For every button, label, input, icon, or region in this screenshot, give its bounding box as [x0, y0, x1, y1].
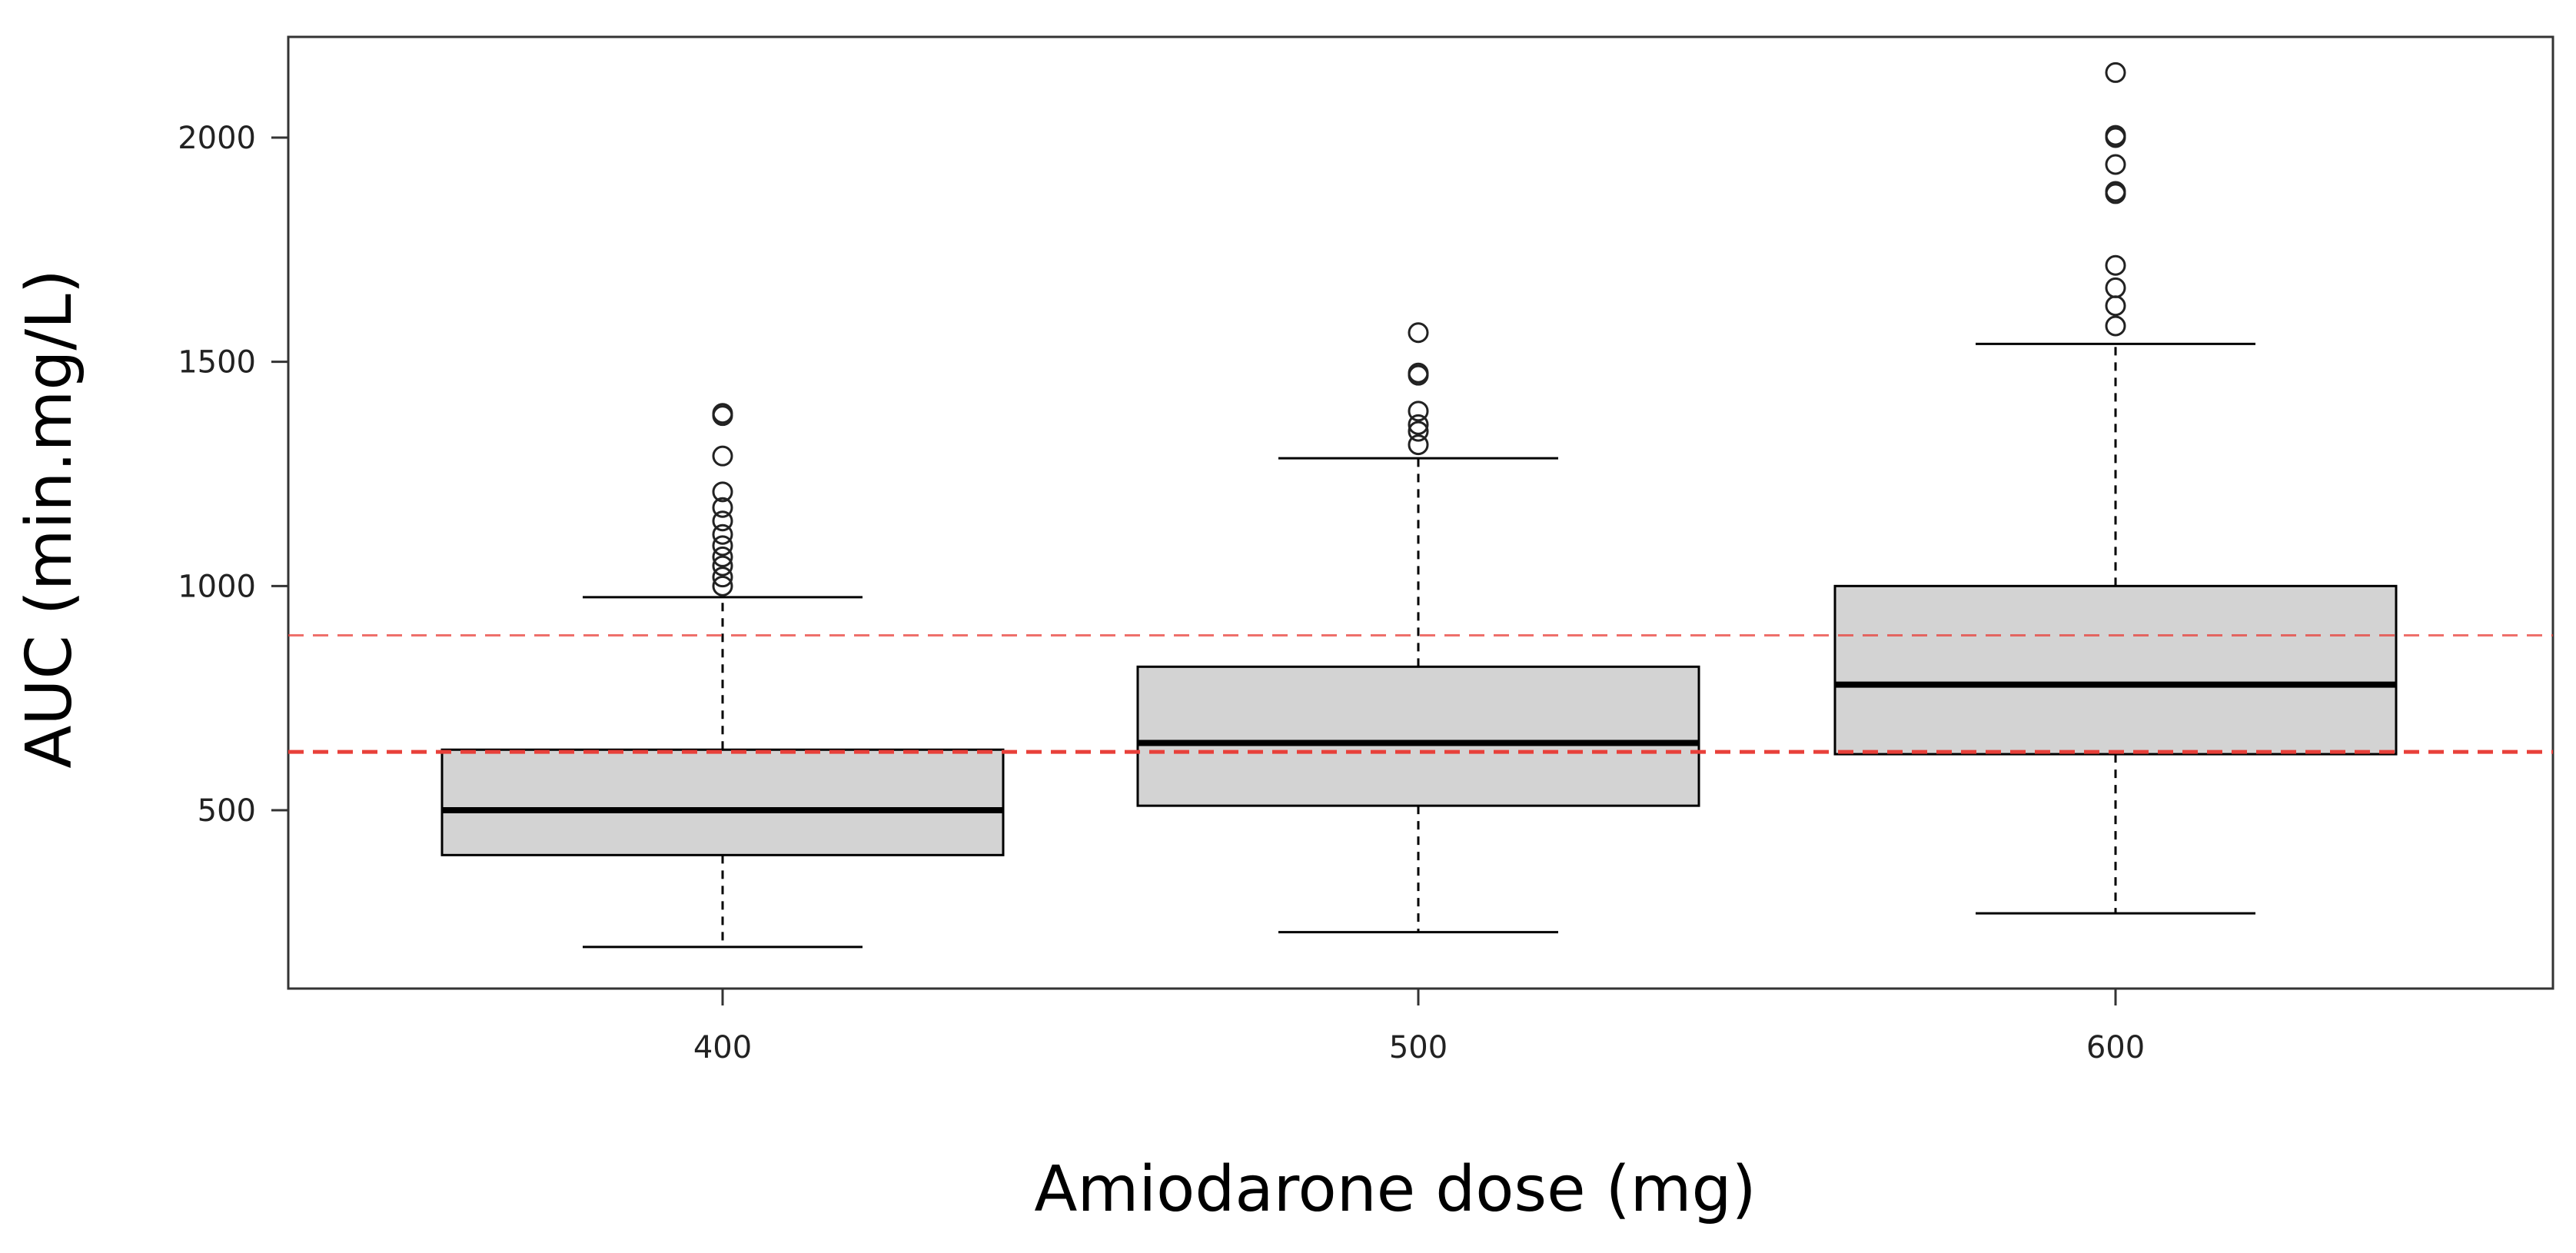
y-tick-label: 1500	[178, 345, 256, 381]
y-axis-title: AUC (min.mg/L)	[13, 269, 86, 768]
outlier-point	[1408, 414, 1429, 435]
x-tick-label: 400	[693, 1030, 752, 1065]
y-tick-label: 2000	[178, 121, 256, 156]
outlier-point	[712, 481, 733, 503]
outlier-point	[2105, 295, 2126, 317]
outlier-point	[1408, 400, 1429, 422]
iqr-box	[440, 748, 1005, 856]
outlier-point	[2105, 315, 2126, 337]
outlier-point	[712, 403, 733, 424]
box-group-400	[440, 403, 1005, 949]
plot-frame	[287, 35, 2554, 990]
outlier-point	[712, 555, 733, 577]
boxes	[440, 61, 2398, 949]
box-group-500	[1136, 322, 1700, 934]
outlier-point	[1408, 434, 1429, 456]
outlier-point	[2105, 181, 2126, 202]
outlier-point	[2105, 125, 2126, 146]
y-tick-label: 500	[198, 793, 256, 829]
outlier-point	[712, 546, 733, 567]
outlier-point	[1408, 362, 1429, 384]
outlier-point	[712, 523, 733, 545]
outlier-point	[2105, 154, 2126, 175]
x-axis-title: Amiodarone dose (mg)	[1034, 1153, 1756, 1226]
iqr-box	[1833, 584, 2398, 756]
y-tick-label: 1000	[178, 569, 256, 604]
outlier-point	[712, 535, 733, 557]
iqr-box	[1136, 665, 1700, 807]
box-group-600	[1833, 61, 2398, 915]
outlier-point	[712, 497, 733, 518]
outlier-point	[1408, 420, 1429, 442]
x-axis: 400 500 600	[693, 989, 2145, 1065]
x-tick-label: 600	[2086, 1030, 2145, 1065]
outlier-point	[712, 567, 733, 588]
reference-lines	[288, 634, 2553, 754]
y-axis: 500 1000 1500 2000	[178, 121, 288, 829]
outlier-point	[2105, 277, 2126, 298]
outlier-point	[712, 510, 733, 532]
outlier-point	[712, 445, 733, 467]
outlier-point	[712, 575, 733, 597]
outlier-point	[2105, 254, 2126, 276]
x-tick-label: 500	[1389, 1030, 1448, 1065]
outlier-point	[2105, 61, 2126, 83]
outlier-point	[1408, 322, 1429, 344]
